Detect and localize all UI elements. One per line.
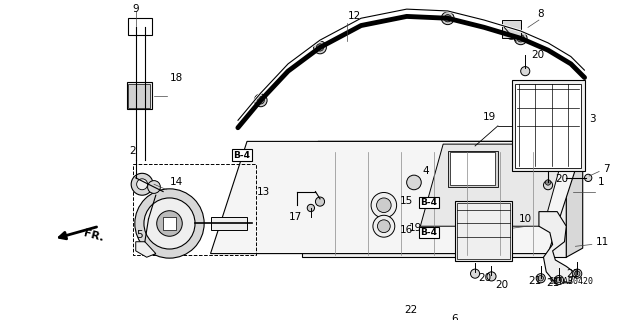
Circle shape <box>148 180 161 193</box>
Text: 7: 7 <box>603 164 609 174</box>
Text: B-4: B-4 <box>420 198 437 207</box>
Text: 9: 9 <box>132 4 139 14</box>
Text: 20: 20 <box>532 50 545 60</box>
Circle shape <box>254 94 267 107</box>
Text: 21: 21 <box>528 276 541 286</box>
Circle shape <box>378 220 390 233</box>
Bar <box>457 203 509 259</box>
Polygon shape <box>136 242 156 257</box>
Circle shape <box>504 25 519 39</box>
Circle shape <box>316 44 324 51</box>
Polygon shape <box>301 150 566 257</box>
Circle shape <box>376 198 391 212</box>
Circle shape <box>545 180 551 185</box>
Bar <box>502 20 521 38</box>
Circle shape <box>517 35 524 42</box>
Text: 19: 19 <box>409 223 422 233</box>
Circle shape <box>157 211 182 236</box>
Circle shape <box>144 198 195 249</box>
Text: 4: 4 <box>422 166 429 177</box>
Text: 21: 21 <box>546 278 559 288</box>
Circle shape <box>135 189 204 258</box>
Text: 18: 18 <box>170 73 183 83</box>
Circle shape <box>289 176 344 231</box>
Text: 20: 20 <box>479 273 492 283</box>
Circle shape <box>278 165 355 242</box>
Circle shape <box>584 174 592 181</box>
Polygon shape <box>539 212 573 283</box>
Text: 1: 1 <box>598 177 605 188</box>
Text: 16: 16 <box>400 225 413 235</box>
Bar <box>129 84 150 108</box>
Circle shape <box>543 180 552 190</box>
Circle shape <box>137 179 148 190</box>
Text: 17: 17 <box>289 212 301 222</box>
Polygon shape <box>566 141 582 257</box>
Text: 15: 15 <box>400 196 413 206</box>
Text: B-4: B-4 <box>420 228 437 237</box>
Circle shape <box>131 173 153 195</box>
Circle shape <box>515 32 527 45</box>
Polygon shape <box>455 201 511 261</box>
Circle shape <box>442 12 454 25</box>
Text: SZTAB0420: SZTAB0420 <box>548 277 594 286</box>
Circle shape <box>406 175 421 190</box>
Circle shape <box>487 272 496 281</box>
Text: 2: 2 <box>129 146 136 156</box>
Circle shape <box>538 276 543 281</box>
Bar <box>448 150 498 187</box>
Text: 8: 8 <box>537 9 544 19</box>
Bar <box>449 152 495 185</box>
Circle shape <box>301 189 331 218</box>
Text: 10: 10 <box>519 214 532 224</box>
Bar <box>211 217 247 230</box>
Bar <box>127 82 152 109</box>
Circle shape <box>508 28 515 36</box>
Circle shape <box>371 192 397 218</box>
Circle shape <box>316 197 324 206</box>
Text: 3: 3 <box>589 114 596 124</box>
Bar <box>129 18 152 35</box>
Circle shape <box>257 97 264 104</box>
Text: 20: 20 <box>495 280 508 290</box>
Bar <box>163 217 176 230</box>
Text: 13: 13 <box>257 187 270 196</box>
Text: 20: 20 <box>556 174 568 184</box>
Circle shape <box>470 269 479 278</box>
Bar <box>515 84 581 168</box>
Circle shape <box>554 276 564 284</box>
Circle shape <box>536 274 545 283</box>
Circle shape <box>444 15 451 22</box>
Circle shape <box>521 67 530 76</box>
Polygon shape <box>211 141 584 253</box>
Circle shape <box>556 277 562 283</box>
Circle shape <box>373 215 395 237</box>
Circle shape <box>307 204 314 212</box>
Text: 5: 5 <box>136 230 142 240</box>
Bar <box>511 80 584 172</box>
Text: 22: 22 <box>404 305 417 315</box>
Text: 21: 21 <box>566 269 580 279</box>
Circle shape <box>573 269 582 278</box>
Text: 11: 11 <box>595 237 609 247</box>
Text: 6: 6 <box>451 314 458 320</box>
Text: 14: 14 <box>170 177 183 188</box>
Text: 12: 12 <box>348 12 362 21</box>
Text: FR.: FR. <box>83 228 105 243</box>
Bar <box>133 164 256 255</box>
Text: B-4: B-4 <box>234 151 250 160</box>
Circle shape <box>314 41 326 54</box>
Circle shape <box>575 271 580 276</box>
Text: 19: 19 <box>483 112 495 122</box>
Polygon shape <box>420 144 566 226</box>
Polygon shape <box>301 141 582 150</box>
